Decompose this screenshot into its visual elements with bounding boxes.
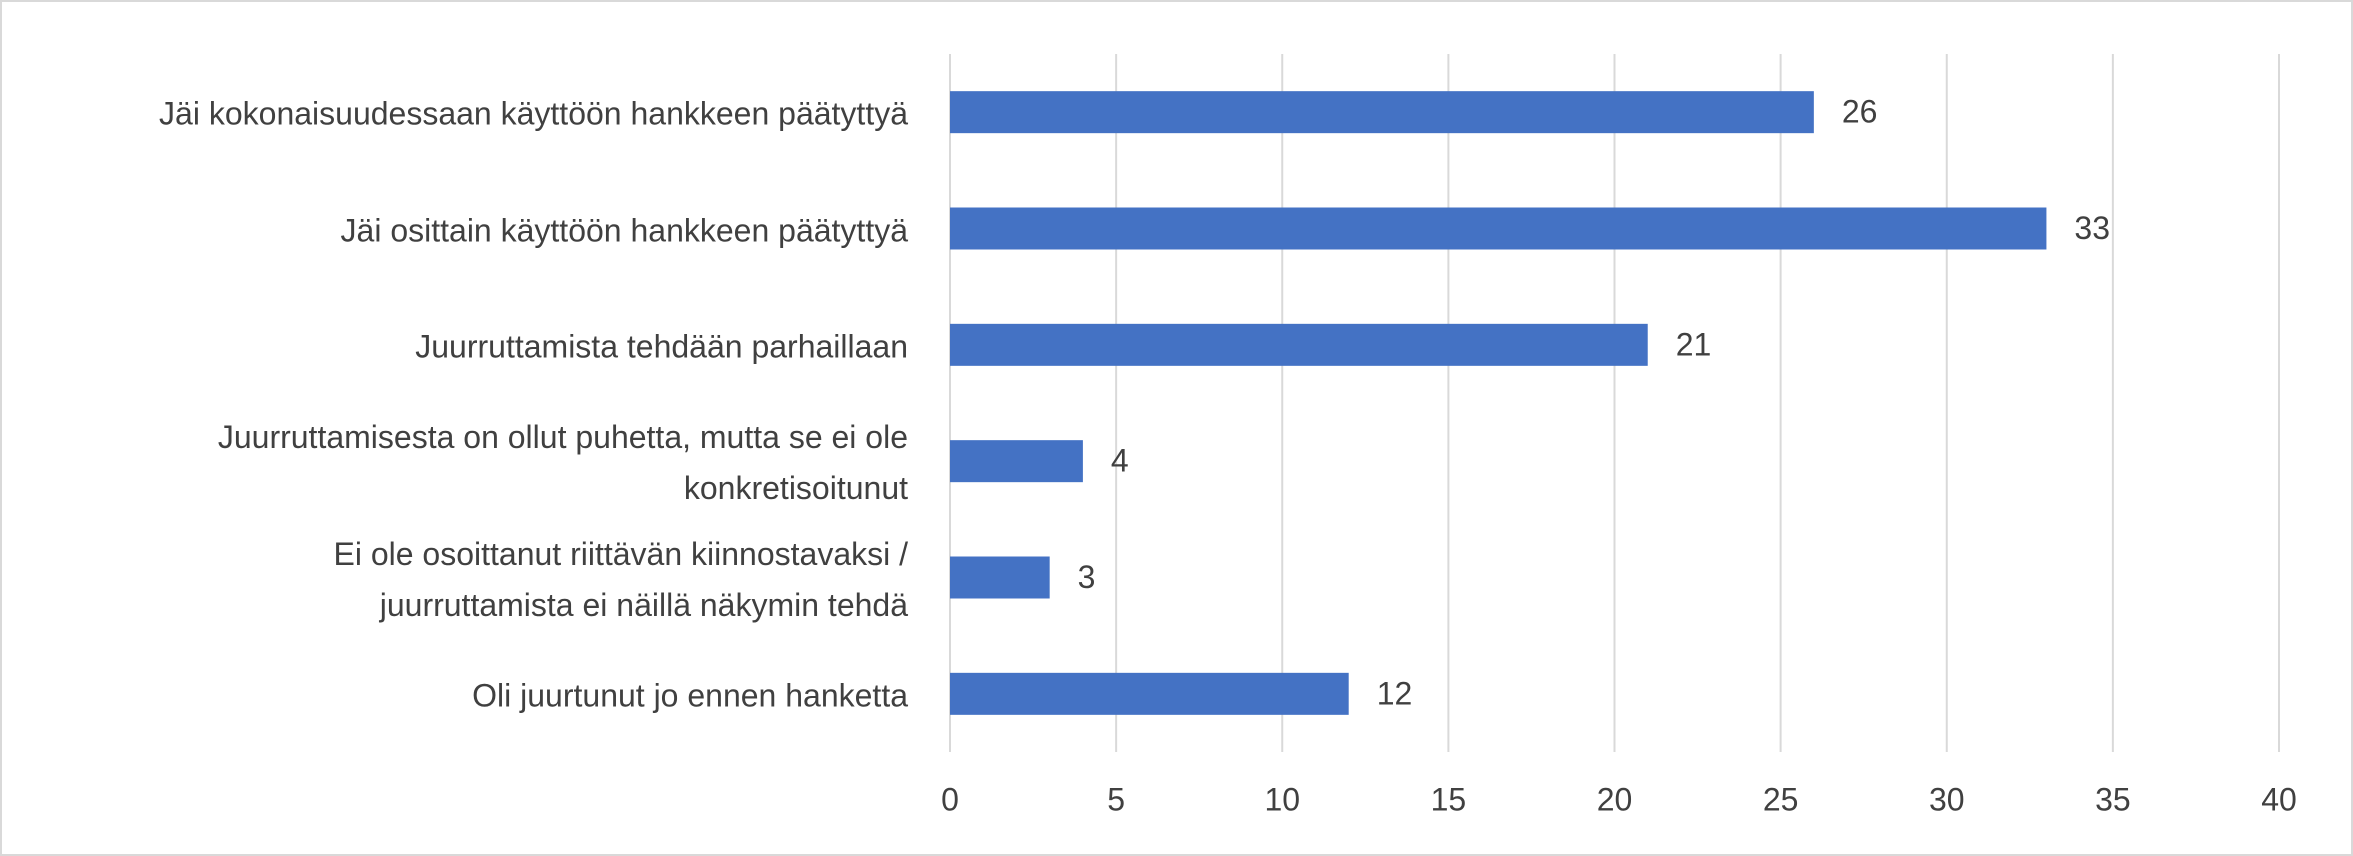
x-tick-label: 10 — [1264, 781, 1300, 817]
x-tick-label: 5 — [1107, 781, 1125, 817]
x-tick-label: 25 — [1763, 781, 1799, 817]
bar — [950, 207, 2047, 250]
category-label: Oli juurtunut jo ennen hanketta — [472, 677, 908, 714]
value-label: 33 — [2074, 210, 2110, 246]
value-label: 3 — [1078, 559, 1096, 595]
category-label: Jäi kokonaisuudessaan käyttöön hankkeen … — [159, 95, 908, 132]
bar — [950, 323, 1648, 366]
category-label: Jäi osittain käyttöön hankkeen päätyttyä — [340, 211, 908, 248]
value-label: 21 — [1676, 326, 1712, 362]
x-tick-label: 0 — [941, 781, 959, 817]
category-label: Juurruttamisesta on ollut puhetta, mutta… — [217, 418, 908, 507]
x-tick-label: 35 — [2095, 781, 2131, 817]
x-tick-label: 30 — [1929, 781, 1965, 817]
value-label: 4 — [1111, 443, 1129, 479]
category-label: Juurruttamista tehdään parhaillaan — [415, 328, 908, 365]
bar — [950, 556, 1050, 599]
category-label: Ei ole osoittanut riittävän kiinnostavak… — [333, 535, 908, 623]
x-tick-label: 40 — [2261, 781, 2297, 817]
x-tick-label: 20 — [1597, 781, 1633, 817]
bar — [950, 91, 1814, 134]
x-tick-label: 15 — [1431, 781, 1467, 817]
bar — [950, 440, 1083, 483]
value-label: 26 — [1842, 94, 1878, 130]
value-label: 12 — [1377, 675, 1413, 711]
bar — [950, 672, 1349, 715]
